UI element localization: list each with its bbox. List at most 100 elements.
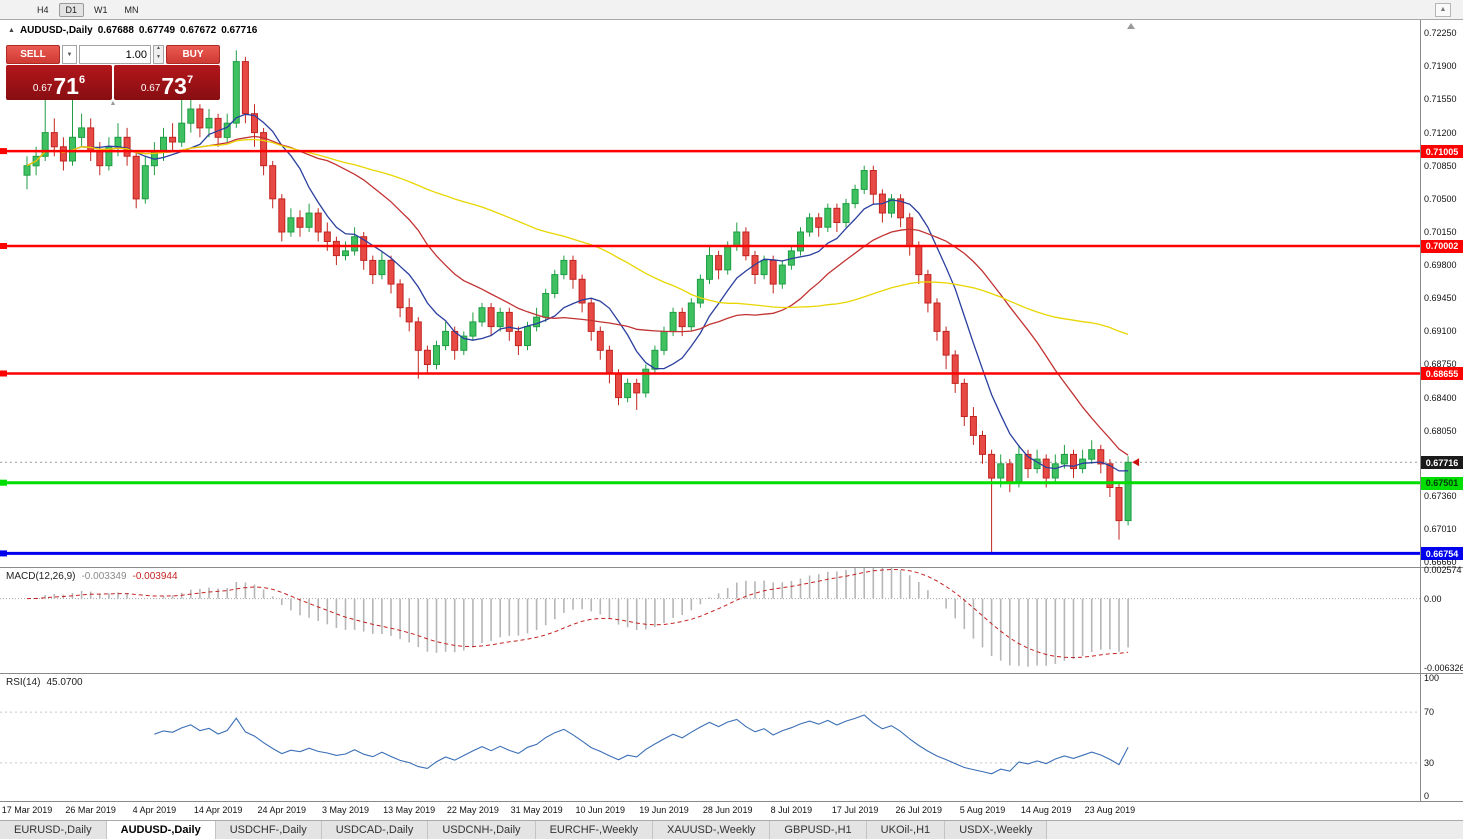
macd-pane-canvas[interactable] — [0, 564, 1420, 673]
pane-separator[interactable] — [0, 567, 1463, 568]
line-edge-marker — [0, 243, 7, 249]
macd-indicator-label: MACD(12,26,9) -0.003349 -0.003944 — [6, 571, 178, 582]
sell-quote-prefix: 0.67 — [32, 83, 53, 94]
price-axis-label: 0.67360 — [1424, 491, 1457, 502]
line-edge-marker — [0, 148, 7, 155]
date-axis-label: 26 Mar 2019 — [65, 805, 116, 815]
price-chart-canvas[interactable] — [0, 20, 1420, 567]
price-axis-label: 0.66660 — [1424, 557, 1457, 568]
pane-separator — [0, 801, 1463, 802]
level-price-tag: 0.70002 — [1421, 239, 1463, 253]
rsi-value: 45.0700 — [46, 677, 83, 688]
macd-signal-line — [26, 568, 1129, 659]
timeframe-toolbar: H4 D1 W1 MN ▲ — [0, 0, 1463, 20]
ohlc-close: 0.67716 — [221, 25, 258, 36]
price-axis-separator — [1420, 20, 1421, 801]
date-axis[interactable]: 17 Mar 2019 26 Mar 2019 4 Apr 2019 14 Apr 2… — [0, 802, 1420, 820]
price-axis-label: 0.68400 — [1424, 392, 1457, 403]
rsi-axis-label: 70 — [1424, 707, 1435, 718]
sell-quote-big-digits: 71 — [53, 73, 79, 99]
price-axis[interactable]: 0.72250 0.71900 0.71550 0.71200 0.70850 0.705… — [1421, 20, 1463, 801]
date-axis-label: 23 Aug 2019 — [1084, 805, 1136, 815]
price-pointer-arrow — [1132, 458, 1140, 467]
date-axis-label: 14 Apr 2019 — [193, 805, 243, 815]
chevron-down-icon: ▼ — [66, 51, 73, 58]
buy-quote-pip-digit: 7 — [186, 74, 194, 86]
date-axis-label: 17 Jul 2019 — [831, 805, 879, 815]
timeframe-button-d1[interactable]: D1 — [58, 2, 85, 17]
chart-ohlc-header: ▲ AUDUSD-,Daily 0.67688 0.67749 0.67672 … — [8, 25, 257, 36]
date-axis-label: 3 May 2019 — [321, 805, 370, 815]
date-axis-label: 22 May 2019 — [446, 805, 499, 815]
chart-symbol-icon: ▲ — [8, 27, 15, 34]
chart-tab-ukoilh1[interactable]: UKOil-,H1 — [866, 821, 946, 839]
price-axis-label: 0.67010 — [1424, 524, 1457, 535]
trade-panel-collapse-button[interactable]: ▲ — [109, 100, 117, 107]
volume-input[interactable] — [79, 45, 151, 64]
date-axis-label: 19 Jun 2019 — [639, 805, 689, 815]
spinner-up-icon: ▲ — [154, 46, 163, 55]
rsi-axis-label: 30 — [1424, 757, 1435, 768]
volume-spinner[interactable]: ▲ ▼ — [153, 45, 164, 64]
sell-button[interactable]: SELL — [6, 45, 60, 64]
candles-layer — [23, 50, 1132, 552]
price-chart-pane[interactable] — [0, 20, 1420, 567]
sell-quote-pip-digit: 6 — [78, 74, 86, 86]
timeframe-button-h4[interactable]: H4 — [37, 4, 49, 15]
buy-quote-prefix: 0.67 — [140, 83, 161, 94]
chart-tab-usdchfdaily[interactable]: USDCHF-,Daily — [215, 821, 322, 839]
timeframe-button-w1[interactable]: W1 — [94, 4, 108, 15]
chart-tabs-bar: EURUSD-,Daily AUDUSD-,Daily USDCHF-,Daily U… — [0, 820, 1463, 839]
chart-tab-gbpusdh1[interactable]: GBPUSD-,H1 — [770, 821, 867, 839]
price-axis-label: 0.71200 — [1424, 127, 1457, 138]
toolbar-expand-button[interactable]: ▲ — [1435, 2, 1451, 17]
chart-tab-usdcaddaily[interactable]: USDCAD-,Daily — [321, 821, 429, 839]
trade-panel-quotes-row: 0.67 71 6 0.67 73 7 — [6, 65, 220, 100]
chart-symbol-period: AUDUSD-,Daily — [19, 25, 93, 36]
macd-name: MACD(12,26,9) — [6, 571, 76, 582]
pane-separator[interactable] — [0, 673, 1463, 674]
level-price-tag: 0.68655 — [1421, 367, 1463, 381]
macd-axis-label: 0.002574 — [1424, 565, 1462, 576]
rsi-line — [154, 714, 1129, 775]
price-axis-label: 0.72250 — [1424, 28, 1457, 39]
timeframe-button-mn[interactable]: MN — [124, 4, 139, 15]
trade-panel-controls-row: SELL ▼ ▲▼ BUY — [6, 45, 220, 64]
chart-tab-usdxweekly[interactable]: USDX-,Weekly — [945, 821, 1048, 839]
sell-quote[interactable]: 0.67 71 6 — [6, 65, 112, 100]
line-edge-marker — [0, 370, 7, 377]
chart-tab-audusddaily[interactable]: AUDUSD-,Daily — [106, 821, 216, 839]
date-axis-label: 17 Mar 2019 — [1, 805, 53, 815]
price-axis-label: 0.71550 — [1424, 94, 1457, 105]
date-axis-label: 4 Apr 2019 — [132, 805, 177, 815]
chart-tab-eurusddaily[interactable]: EURUSD-,Daily — [0, 821, 107, 839]
chart-tab-xauusdweekly[interactable]: XAUUSD-,Weekly — [652, 821, 771, 839]
ma-8-line — [26, 113, 1129, 472]
ohlc-open: 0.67688 — [97, 25, 134, 36]
ohlc-low: 0.67672 — [180, 25, 217, 36]
buy-button[interactable]: BUY — [166, 45, 220, 64]
date-axis-label: 10 Jun 2019 — [575, 805, 626, 815]
rsi-pane-canvas[interactable] — [0, 674, 1420, 801]
line-edge-marker — [0, 550, 7, 557]
chart-tab-usdcnhdaily[interactable]: USDCNH-,Daily — [428, 821, 536, 839]
rsi-axis-label: 100 — [1424, 673, 1440, 683]
volume-dropdown-button[interactable]: ▼ — [62, 45, 77, 64]
date-axis-label: 5 Aug 2019 — [959, 805, 1006, 815]
price-axis-label: 0.71900 — [1424, 61, 1457, 72]
ohlc-high: 0.67749 — [138, 25, 176, 36]
ma-50-line — [26, 138, 1129, 335]
macd-histogram — [35, 564, 1129, 667]
level-price-tag: 0.67501 — [1421, 476, 1463, 490]
price-axis-label: 0.69450 — [1424, 293, 1457, 304]
rsi-axis-label: 0 — [1424, 791, 1430, 801]
macd-indicator-pane[interactable] — [0, 564, 1420, 673]
chart-tab-eurchfweekly[interactable]: EURCHF-,Weekly — [535, 821, 653, 839]
buy-quote[interactable]: 0.67 73 7 — [114, 65, 220, 100]
macd-axis-label: 0.00 — [1424, 593, 1442, 604]
price-axis-label: 0.69800 — [1424, 260, 1457, 271]
spinner-down-icon: ▼ — [154, 54, 163, 63]
chart-shift-marker[interactable] — [1127, 23, 1135, 29]
rsi-indicator-pane[interactable] — [0, 674, 1420, 801]
date-axis-label: 13 May 2019 — [383, 805, 436, 815]
